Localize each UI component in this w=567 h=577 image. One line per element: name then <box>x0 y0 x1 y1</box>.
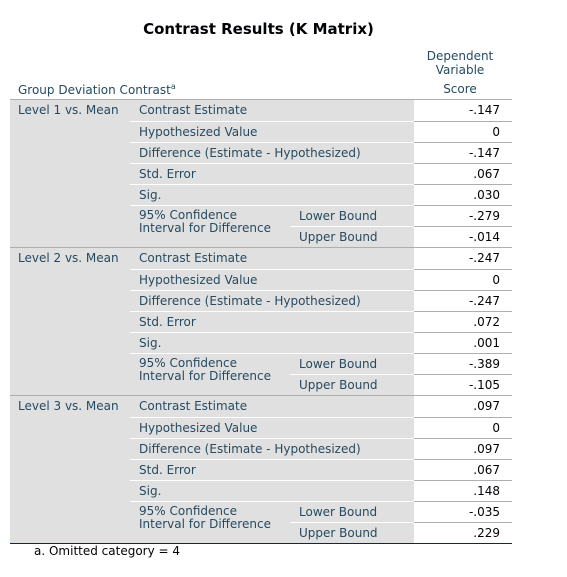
confidence-interval-label: 95% Confidence Interval for Difference <box>130 353 290 395</box>
lower-bound-value: -.279 <box>414 205 512 226</box>
lower-bound-value: -.035 <box>414 501 512 522</box>
row-dimension-text: Group Deviation Contrast <box>18 83 171 97</box>
upper-bound-label: Upper Bound <box>290 374 414 395</box>
statistic-label: Difference (Estimate - Hypothesized) <box>130 290 414 311</box>
confidence-interval-label: 95% Confidence Interval for Difference <box>130 501 290 543</box>
upper-bound-label: Upper Bound <box>290 522 414 543</box>
ci-label-line1: 95% Confidence <box>139 356 237 370</box>
footnote: a. Omitted category = 4 <box>34 544 181 558</box>
lower-bound-value: -.389 <box>414 353 512 374</box>
statistic-label: Contrast Estimate <box>130 396 414 417</box>
statistic-value: 0 <box>414 121 512 142</box>
lower-bound-label: Lower Bound <box>290 205 414 226</box>
statistic-label: Sig. <box>130 184 414 205</box>
top-rule <box>10 99 512 100</box>
statistic-value: .097 <box>414 438 512 459</box>
statistic-label: Contrast Estimate <box>130 100 414 121</box>
statistic-value: .072 <box>414 311 512 332</box>
statistic-label: Std. Error <box>130 311 414 332</box>
statistic-value: .001 <box>414 332 512 353</box>
statistic-label: Difference (Estimate - Hypothesized) <box>130 142 414 163</box>
statistic-label: Sig. <box>130 332 414 353</box>
confidence-interval-label: 95% Confidence Interval for Difference <box>130 205 290 247</box>
statistic-label: Hypothesized Value <box>130 121 414 142</box>
upper-bound-label: Upper Bound <box>290 226 414 247</box>
ci-label-line2: Interval for Difference <box>139 369 271 383</box>
contrast-block: Level 2 vs. Mean Contrast Estimate -.247 Hy… <box>10 248 512 396</box>
statistic-label: Std. Error <box>130 459 414 480</box>
lower-bound-label: Lower Bound <box>290 501 414 522</box>
statistic-value: -.247 <box>414 290 512 311</box>
statistic-label: Std. Error <box>130 163 414 184</box>
contrast-block: Level 1 vs. Mean Contrast Estimate -.147 Hy… <box>10 100 512 248</box>
statistic-value: 0 <box>414 417 512 438</box>
statistic-value: 0 <box>414 269 512 290</box>
statistic-value: -.147 <box>468 103 500 117</box>
statistic-value: .030 <box>414 184 512 205</box>
level-label: Level 3 vs. Mean <box>10 396 130 543</box>
footnote-marker: a <box>170 82 176 91</box>
column-header: Dependent Variable Score <box>414 49 506 96</box>
upper-bound-value: .229 <box>414 522 512 543</box>
upper-bound-value: -.105 <box>414 374 512 395</box>
column-header-line2: Variable <box>435 63 485 77</box>
statistic-label: Hypothesized Value <box>130 417 414 438</box>
lower-bound-label: Lower Bound <box>290 353 414 374</box>
ci-label-line2: Interval for Difference <box>139 221 271 235</box>
statistic-label: Difference (Estimate - Hypothesized) <box>130 438 414 459</box>
statistic-value: .097 <box>473 399 500 413</box>
statistic-label: Contrast Estimate <box>130 248 414 269</box>
level-label: Level 2 vs. Mean <box>10 248 130 395</box>
ci-label-line1: 95% Confidence <box>139 208 237 222</box>
statistic-label: Sig. <box>130 480 414 501</box>
row-dimension-label: Group Deviation Contrasta <box>18 82 176 97</box>
statistic-value: -.247 <box>468 251 500 265</box>
statistic-value: -.147 <box>414 142 512 163</box>
statistic-label: Hypothesized Value <box>130 269 414 290</box>
statistic-value: .067 <box>414 459 512 480</box>
statistic-value: .067 <box>414 163 512 184</box>
statistic-value: .148 <box>414 480 512 501</box>
contrast-block: Level 3 vs. Mean Contrast Estimate .097 Hyp… <box>10 396 512 544</box>
table-title: Contrast Results (K Matrix) <box>143 20 374 38</box>
ci-label-line1: 95% Confidence <box>139 504 237 518</box>
column-header-line1: Dependent <box>426 49 494 63</box>
upper-bound-value: -.014 <box>414 226 512 247</box>
ci-label-line2: Interval for Difference <box>139 517 271 531</box>
contrast-table: Level 1 vs. Mean Contrast Estimate -.147 Hy… <box>10 100 512 544</box>
column-header-score: Score <box>443 82 477 96</box>
level-label: Level 1 vs. Mean <box>10 100 130 247</box>
